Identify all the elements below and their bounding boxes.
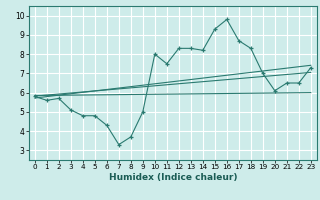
X-axis label: Humidex (Indice chaleur): Humidex (Indice chaleur) [108,173,237,182]
